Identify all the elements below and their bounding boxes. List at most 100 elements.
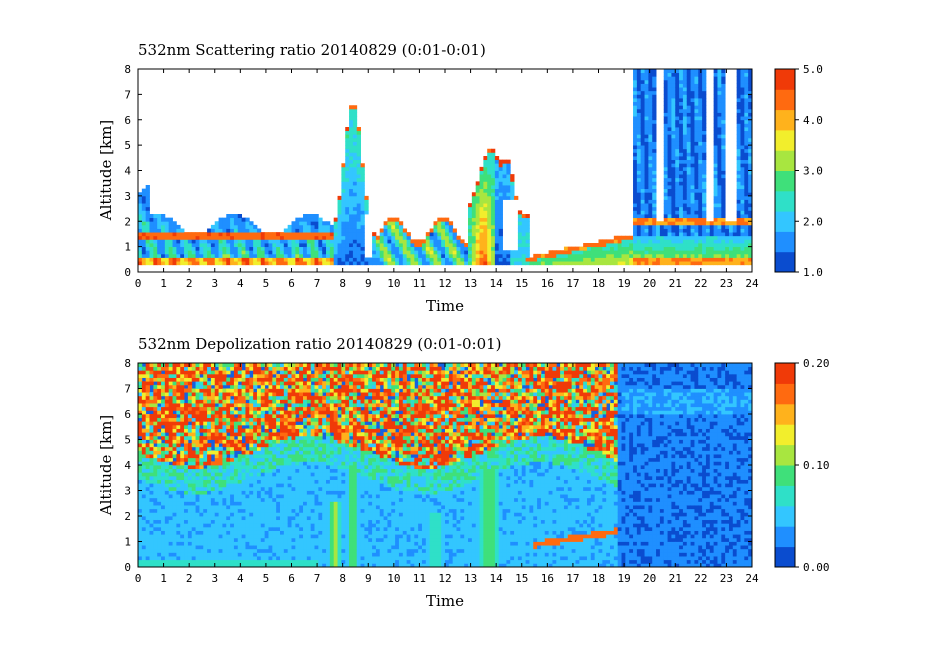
heatmap-cell (260, 373, 266, 378)
heatmap-cell (694, 83, 699, 88)
heatmap-cell (491, 243, 496, 248)
heatmap-cell (180, 483, 185, 488)
heatmap-cell (141, 450, 147, 455)
heatmap-cell (352, 137, 358, 142)
heatmap-cell (640, 250, 645, 255)
heatmap-cell (157, 483, 162, 488)
heatmap-cell (268, 392, 273, 397)
heatmap-cell (671, 195, 676, 200)
heatmap-cell (253, 428, 258, 433)
heatmap-cell (153, 370, 158, 375)
heatmap-cell (191, 232, 196, 237)
colorbar-swatch (775, 231, 795, 253)
heatmap-cell (172, 537, 177, 542)
heatmap-cell (187, 537, 193, 542)
heatmap-cell (176, 472, 181, 477)
heatmap-cell (291, 257, 296, 262)
heatmap-cell (230, 505, 235, 510)
heatmap-cell (141, 505, 147, 510)
heatmap-cell (640, 170, 645, 175)
heatmap-cell (471, 261, 477, 266)
heatmap-cell (352, 148, 358, 153)
heatmap-cell (191, 439, 196, 444)
heatmap-cell (256, 490, 262, 495)
heatmap-cell (333, 250, 338, 255)
heatmap-cell (241, 490, 246, 495)
heatmap-cell (168, 472, 173, 477)
heatmap-cell (237, 421, 243, 426)
heatmap-cell (702, 112, 707, 117)
heatmap-cell (656, 246, 661, 251)
heatmap-cell (636, 185, 642, 190)
heatmap-cell (441, 221, 446, 226)
heatmap-cell (728, 257, 734, 262)
heatmap-cell (633, 116, 638, 121)
heatmap-cell (682, 250, 688, 255)
heatmap-cell (141, 210, 147, 215)
heatmap-cell (141, 373, 147, 378)
heatmap-cell (176, 475, 181, 480)
heatmap-cell (264, 465, 269, 470)
heatmap-cell (145, 435, 150, 440)
heatmap-cell (168, 516, 173, 521)
heatmap-cell (590, 243, 596, 248)
heatmap-cell (164, 486, 170, 491)
heatmap-cell (671, 177, 676, 182)
heatmap-cell (157, 479, 162, 484)
heatmap-cell (337, 261, 342, 266)
heatmap-cell (349, 105, 354, 110)
heatmap-cell (663, 188, 668, 193)
heatmap-cell (744, 206, 749, 211)
heatmap-cell (264, 556, 269, 561)
heatmap-cell (717, 261, 722, 266)
heatmap-cell (429, 228, 434, 233)
heatmap-cell (736, 257, 741, 262)
heatmap-cell (663, 152, 668, 157)
heatmap-cell (237, 446, 243, 451)
heatmap-cell (341, 261, 346, 266)
heatmap-cell (233, 523, 239, 528)
heatmap-cell (222, 494, 227, 499)
heatmap-cell (675, 90, 680, 95)
heatmap-cell (141, 246, 147, 251)
heatmap-cell (214, 465, 219, 470)
heatmap-cell (210, 541, 216, 546)
heatmap-cell (199, 257, 204, 262)
heatmap-cell (345, 163, 350, 168)
heatmap-cell (272, 232, 277, 237)
heatmap-cell (491, 174, 496, 179)
heatmap-cell (226, 494, 231, 499)
heatmap-cell (237, 465, 243, 470)
heatmap-cell (705, 235, 711, 240)
heatmap-cell (679, 243, 684, 248)
heatmap-cell (176, 552, 181, 557)
heatmap-cell (690, 203, 695, 208)
heatmap-cell (437, 261, 442, 266)
heatmap-cell (682, 224, 688, 229)
heatmap-cell (207, 443, 212, 448)
heatmap-cell (256, 497, 262, 502)
heatmap-cell (364, 210, 369, 215)
heatmap-cell (264, 548, 269, 553)
heatmap-cell (356, 177, 361, 182)
heatmap-cell (636, 206, 642, 211)
heatmap-cell (663, 141, 668, 146)
heatmap-cell (744, 221, 749, 226)
heatmap-cell (736, 235, 741, 240)
heatmap-cell (295, 235, 300, 240)
heatmap-cell (506, 166, 511, 171)
heatmap-cell (675, 123, 680, 128)
heatmap-cell (721, 119, 726, 124)
heatmap-cell (667, 235, 672, 240)
heatmap-cell (360, 257, 365, 262)
heatmap-cell (287, 257, 292, 262)
heatmap-cell (184, 472, 189, 477)
heatmap-cell (671, 217, 676, 222)
heatmap-cell (207, 545, 212, 550)
heatmap-cell (237, 261, 243, 266)
heatmap-cell (682, 105, 688, 110)
heatmap-cell (306, 246, 312, 251)
heatmap-cell (333, 257, 338, 262)
heatmap-cell (207, 253, 212, 258)
heatmap-cell (679, 108, 684, 113)
